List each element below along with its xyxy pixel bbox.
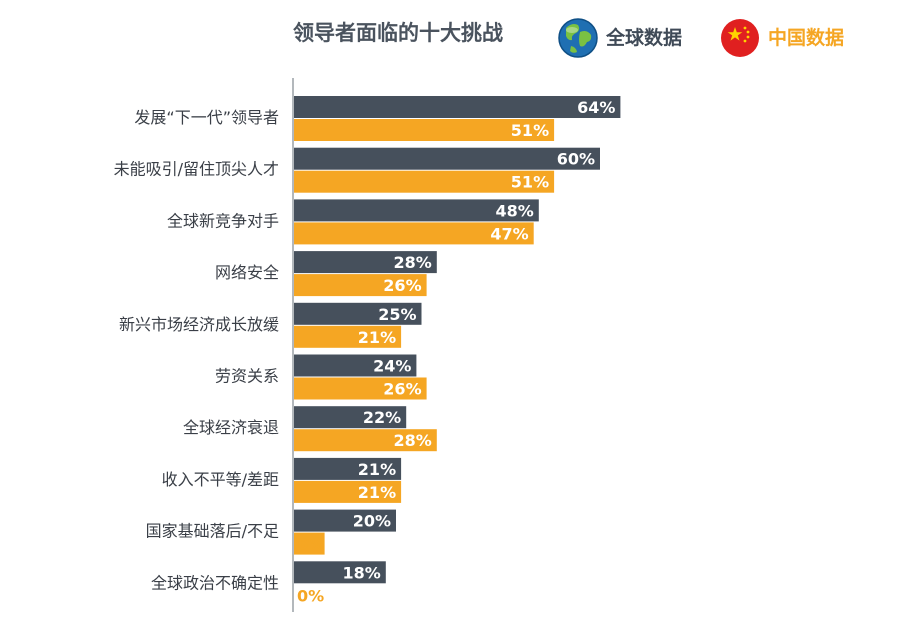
category-label: 全球新竞争对手 xyxy=(167,211,279,230)
category-label: 网络安全 xyxy=(215,263,279,282)
bar-china xyxy=(294,170,555,193)
value-label-china: 6% xyxy=(297,535,324,554)
bar-china xyxy=(294,119,555,141)
value-label-global: 24% xyxy=(373,357,411,376)
bar-global xyxy=(294,199,539,222)
bar-global xyxy=(294,354,417,377)
bar-global xyxy=(294,302,422,325)
value-label-global: 25% xyxy=(378,305,416,324)
bar-global xyxy=(294,406,407,429)
value-label-global: 64% xyxy=(577,98,615,117)
bar-global xyxy=(294,561,386,584)
bar-global xyxy=(294,509,396,532)
bar-china xyxy=(294,377,427,400)
value-label-global: 28% xyxy=(394,253,432,272)
value-label-china: 28% xyxy=(394,431,432,450)
value-label-global: 20% xyxy=(353,512,391,531)
category-label: 国家基础落后/不足 xyxy=(146,522,279,541)
legend-label-global: 全球数据 xyxy=(605,26,682,49)
legend-label-china: 中国数据 xyxy=(768,26,844,49)
bar-global xyxy=(294,457,402,480)
value-label-china: 26% xyxy=(383,380,421,399)
category-label: 全球政治不确定性 xyxy=(151,573,279,592)
category-label: 未能吸引/留住顶尖人才 xyxy=(114,160,279,179)
bar-global xyxy=(294,251,437,274)
bar-global xyxy=(294,147,600,170)
value-label-china: 21% xyxy=(358,328,396,347)
china-flag-icon xyxy=(721,19,759,57)
bar-china xyxy=(294,429,437,452)
value-label-global: 21% xyxy=(358,460,396,479)
value-label-global: 48% xyxy=(496,201,534,220)
value-label-china: 51% xyxy=(511,173,549,192)
bar-china xyxy=(294,480,402,503)
category-label: 劳资关系 xyxy=(215,367,279,386)
value-label-global: 22% xyxy=(363,408,401,427)
value-label-china: 26% xyxy=(383,276,421,295)
value-label-china: 51% xyxy=(511,121,549,140)
value-label-global: 60% xyxy=(557,150,595,169)
chart-title: 领导者面临的十大挑战 xyxy=(293,21,503,45)
value-label-global: 18% xyxy=(343,563,381,582)
category-label: 收入不平等/差距 xyxy=(162,470,279,489)
bar-china xyxy=(294,222,534,245)
category-label: 全球经济衰退 xyxy=(183,418,279,437)
value-label-china: 0% xyxy=(297,586,324,605)
bar-china xyxy=(294,274,427,297)
globe-icon xyxy=(558,18,598,58)
bar-china xyxy=(294,532,325,555)
value-label-china: 47% xyxy=(490,224,528,243)
bar-global xyxy=(294,96,621,118)
value-label-china: 21% xyxy=(358,483,396,502)
bar-china xyxy=(294,325,402,348)
category-label: 新兴市场经济成长放缓 xyxy=(119,315,279,334)
category-label: 发展“下一代”领导者 xyxy=(134,108,279,127)
